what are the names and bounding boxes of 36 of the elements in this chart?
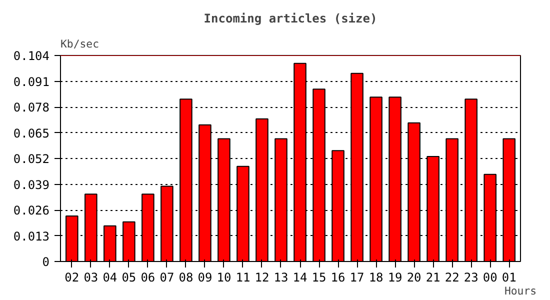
x-tick-label: 22 [444, 270, 460, 284]
x-tick-label: 15 [312, 270, 326, 284]
y-tick-label: 0.104 [13, 49, 50, 63]
x-tick-label: 05 [122, 270, 136, 284]
text: 0 [42, 255, 50, 269]
y-tick-label: 0.026 [13, 204, 50, 218]
x-tick-label: 17 [350, 270, 364, 284]
y-axis-title: Kb/sec [60, 38, 99, 50]
x-tick-label: 06 [140, 270, 156, 284]
y-tick-label: 0.052 [13, 152, 50, 166]
x-tick-label: 08 [178, 270, 194, 284]
x-tick-label: 12 [254, 270, 270, 284]
chart-title: Incoming articles (size) [204, 12, 378, 26]
x-tick-label: 10 [216, 270, 232, 284]
x-tick-label: 21 [426, 270, 440, 284]
x-tick-label: 13 [274, 270, 288, 284]
y-tick-label: 0.013 [13, 229, 50, 244]
x-tick-label: 11 [236, 270, 250, 284]
y-tick-label: 0.039 [13, 178, 50, 192]
x-tick-label: 20 [406, 270, 422, 284]
x-axis-title: Hours [504, 284, 537, 298]
x-tick-label: 16 [330, 270, 346, 284]
x-tick-label: 00 [482, 270, 498, 284]
x-tick-label: 07 [160, 270, 174, 284]
y-tick-label: 0.091 [13, 74, 50, 89]
x-tick-label: 09 [198, 270, 212, 284]
x-tick-label: 23 [464, 270, 478, 284]
x-tick-label: 19 [388, 270, 402, 284]
x-tick-label: 04 [102, 270, 118, 284]
y-tick-label: 0.065 [13, 126, 50, 140]
x-tick-label: 02 [64, 270, 80, 284]
x-tick-label: 14 [292, 270, 308, 284]
y-tick-label: 0.078 [13, 100, 50, 114]
x-tick-label: 01 [502, 270, 516, 284]
x-tick-label: 03 [84, 270, 98, 284]
x-tick-label: 18 [368, 270, 384, 284]
